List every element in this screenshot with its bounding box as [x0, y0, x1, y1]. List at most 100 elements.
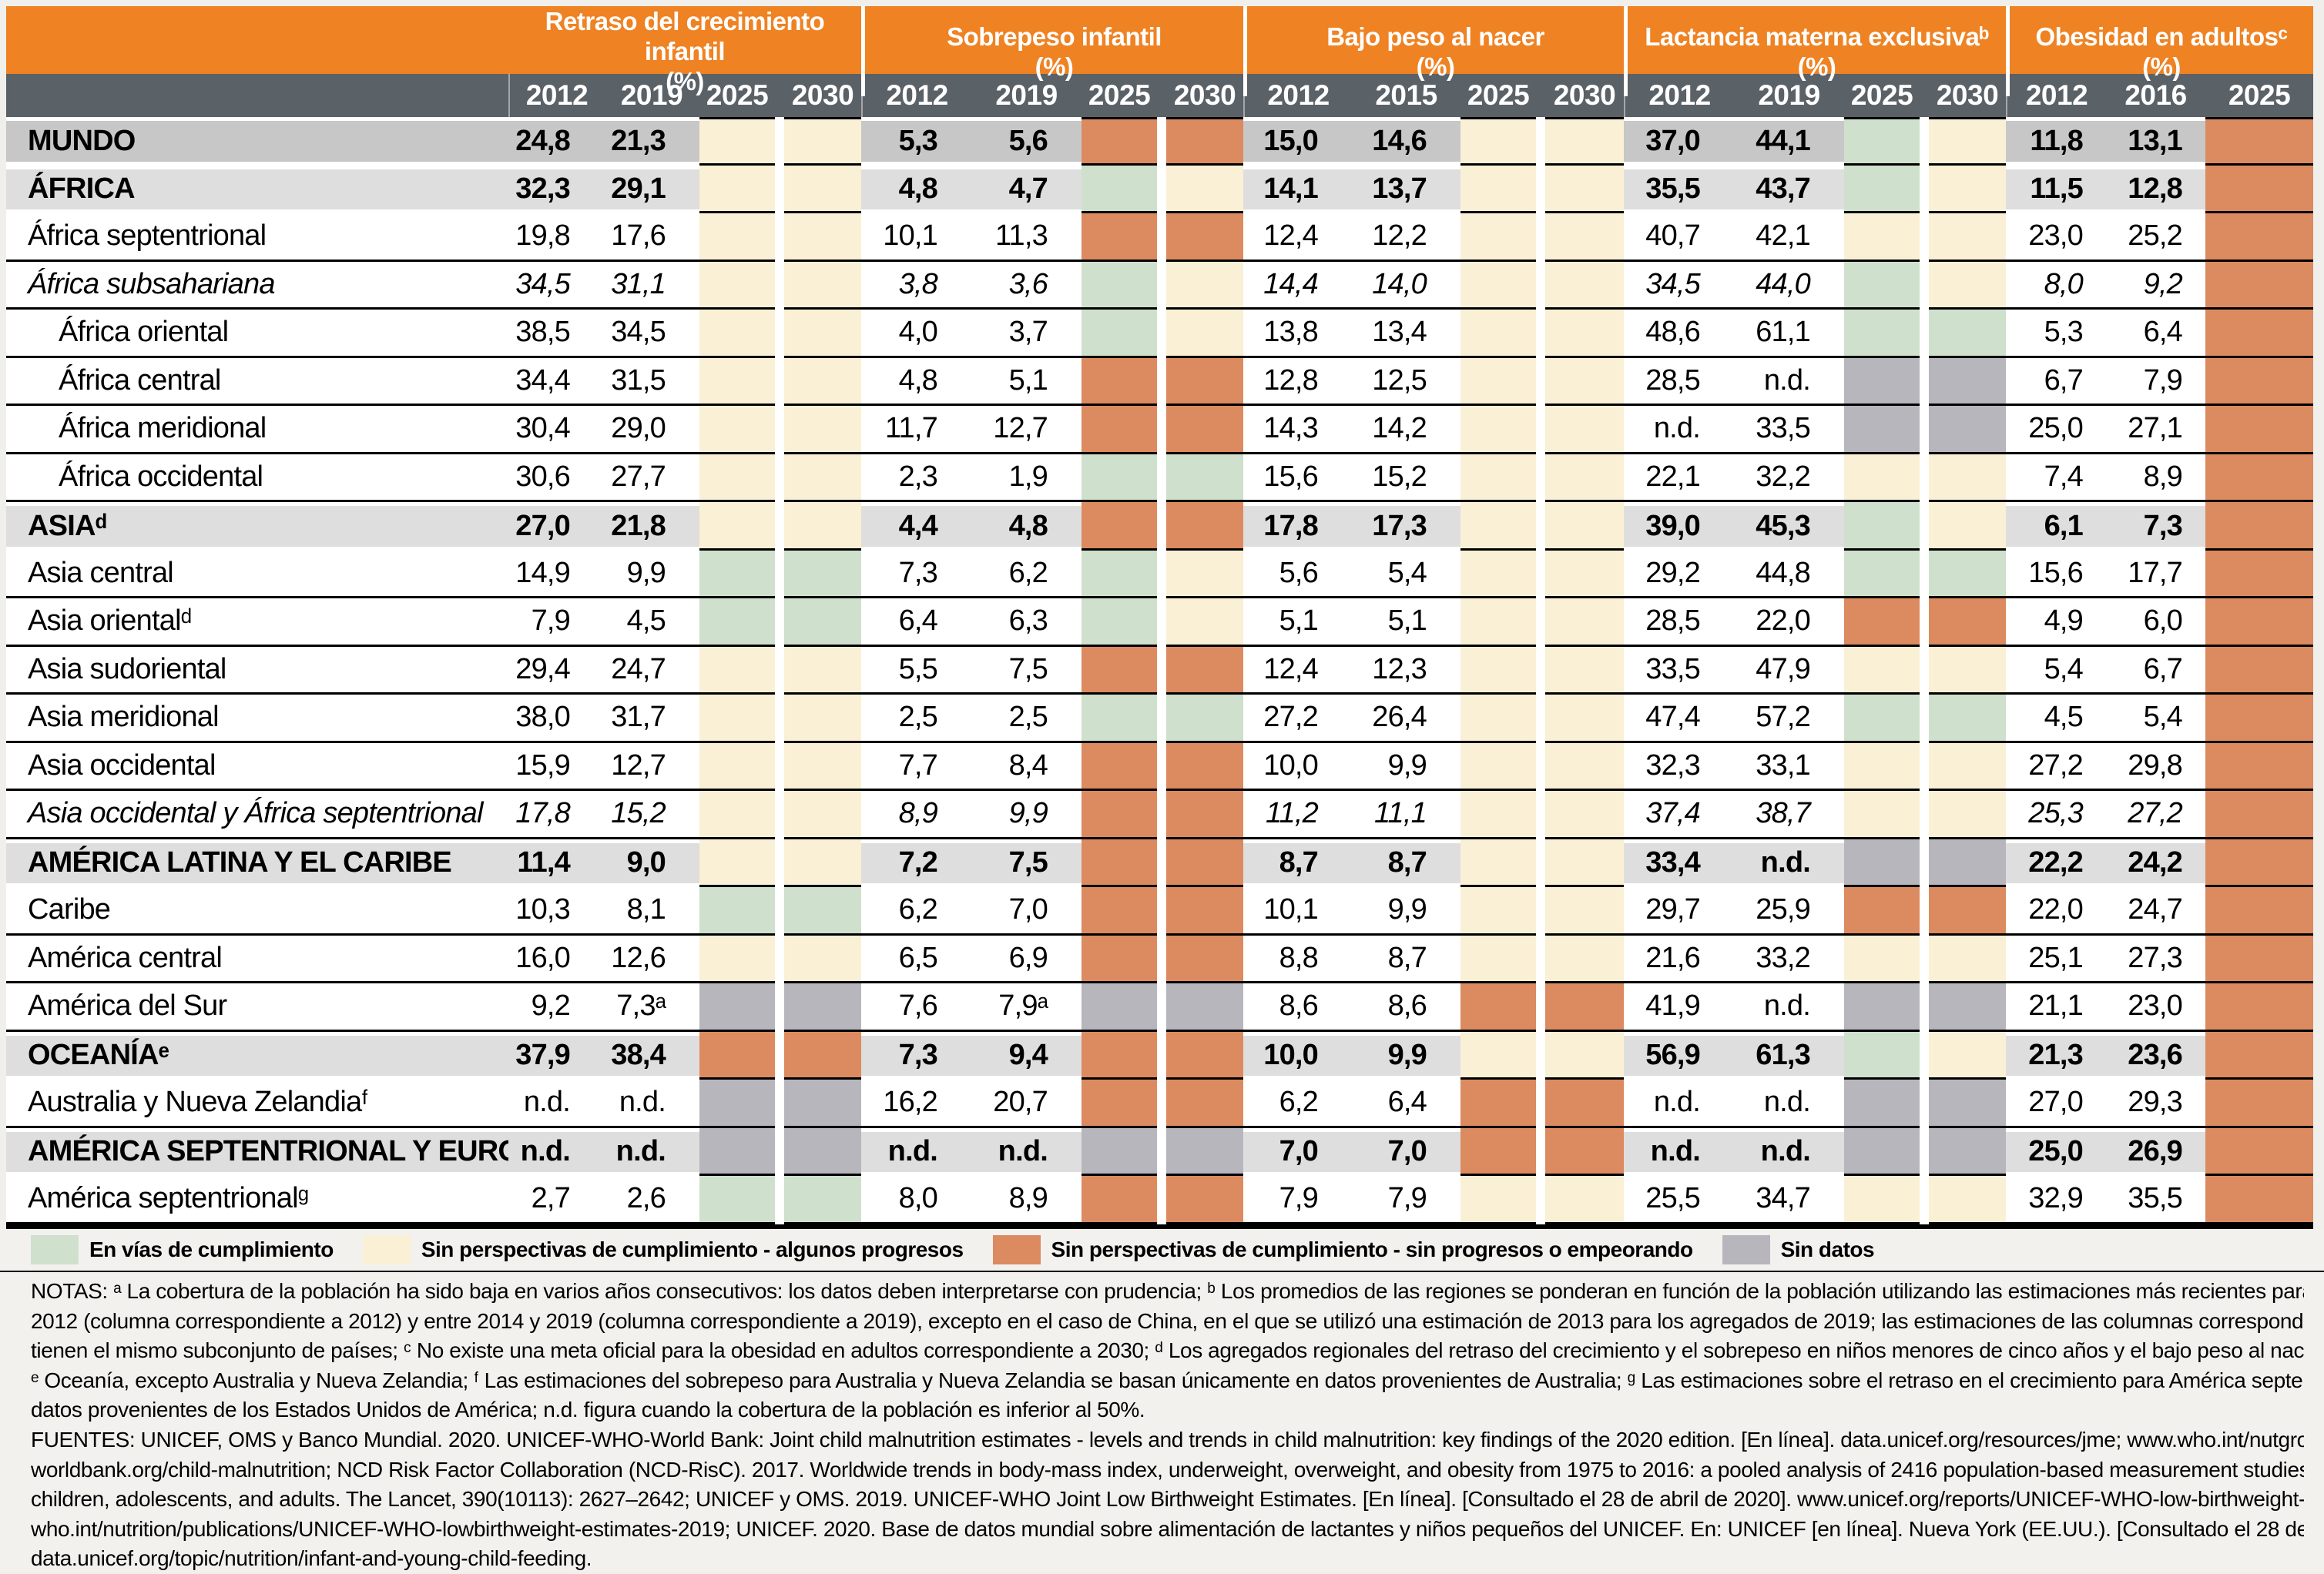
value-cell: n.d.: [604, 1127, 699, 1176]
value-cell: n.d.: [1624, 406, 1734, 454]
status-cell-cream: [699, 742, 775, 791]
status-cell-orange: [1082, 1031, 1157, 1080]
value-cell: 6,7: [2106, 647, 2205, 695]
status-cell-cream: [1460, 887, 1536, 936]
value-cell: 34,5: [604, 310, 699, 358]
value-cell: 15,2: [604, 791, 699, 839]
value-cell: 6,1: [2006, 502, 2106, 551]
value-cell: 12,8: [2106, 165, 2205, 213]
value-cell: 11,8: [2006, 117, 2106, 166]
value-cell: 15,6: [1243, 454, 1352, 502]
value-cell: 33,1: [1734, 743, 1844, 791]
value-cell: 27,2: [2106, 791, 2205, 839]
status-cell-gray: [1844, 1080, 1920, 1128]
value-cell: 7,2: [861, 839, 971, 887]
value-cell: 6,2: [971, 551, 1082, 598]
year-gutter: [775, 74, 784, 117]
status-cell-cream: [1844, 742, 1920, 791]
value-cell: 8,7: [1243, 839, 1352, 887]
value-cell: 6,2: [861, 887, 971, 936]
value-cell: 8,1: [604, 887, 699, 936]
status-cell-cream: [1545, 502, 1624, 551]
status-cell-green: [1166, 695, 1243, 743]
value-cell: 7,4: [2006, 454, 2106, 502]
status-cell-orange: [1082, 887, 1157, 936]
value-cell: 38,7: [1734, 791, 1844, 839]
value-cell: 25,5: [1624, 1176, 1734, 1224]
status-cell-orange: [1844, 598, 1920, 647]
region-name: Asia occidental y África septentrional: [6, 791, 508, 839]
status-cell-gray: [1082, 1127, 1157, 1176]
value-cell: 39,0: [1624, 502, 1734, 551]
value-cell: 35,5: [2106, 1176, 2205, 1224]
orange-swatch-icon: [992, 1235, 1041, 1264]
value-cell: 24,8: [508, 117, 604, 166]
status-cell-cream: [1460, 117, 1536, 166]
status-cell-cream: [1460, 550, 1536, 598]
value-cell: 21,3: [604, 117, 699, 166]
status-cell-cream: [1460, 791, 1536, 839]
region-name: América del Sur: [6, 983, 508, 1032]
value-cell: 10,0: [1243, 743, 1352, 791]
column-gutter: [775, 695, 784, 743]
value-cell: 37,0: [1624, 117, 1734, 166]
value-cell: n.d.: [1734, 1127, 1844, 1176]
note-line: worldbank.org/child-malnutrition; NCD Ri…: [31, 1457, 2304, 1482]
value-cell: 7,0: [971, 887, 1082, 936]
value-cell: 7,6: [861, 983, 971, 1032]
table-row: África occidental 30,6 27,7 2,3 1,9 15,6 15,2 2…: [6, 454, 2313, 502]
legend-item-some-progress: Sin perspectivas de cumplimiento - algun…: [362, 1235, 964, 1264]
value-cell: 1,9: [971, 454, 1082, 502]
value-cell: 11,3: [971, 213, 1082, 262]
column-gutter: [775, 839, 784, 887]
value-cell: 5,4: [2106, 695, 2205, 743]
status-cell-cream: [1929, 165, 2006, 213]
status-cell-orange: [784, 1031, 861, 1080]
status-cell-orange: [1166, 839, 1243, 887]
value-cell: 29,1: [604, 165, 699, 213]
status-cell-cream: [784, 839, 861, 887]
status-cell-cream: [1545, 598, 1624, 647]
status-cell-cream: [699, 261, 775, 310]
column-gutter: [1157, 261, 1166, 310]
status-cell-cream: [784, 646, 861, 695]
legend-label: Sin perspectivas de cumplimiento - sin p…: [1051, 1237, 1694, 1261]
table-row: África oriental 38,5 34,5 4,0 3,7 13,8 13,4 48,…: [6, 310, 2313, 358]
column-gutter: [1920, 357, 1929, 406]
value-cell: 8,9: [971, 1176, 1082, 1224]
status-cell-cream: [1929, 454, 2006, 502]
legend-label: Sin perspectivas de cumplimiento - algun…: [421, 1237, 964, 1261]
column-gutter: [775, 502, 784, 551]
status-cell-orange: [1082, 357, 1157, 406]
region-name: MUNDO: [6, 117, 508, 166]
status-cell-cream: [1545, 1031, 1624, 1080]
column-group-low-birthweight: Bajo peso al nacer (%): [1243, 6, 1624, 96]
column-gutter: [1157, 357, 1166, 406]
status-cell-cream: [1545, 742, 1624, 791]
value-cell: 8,0: [2006, 262, 2106, 310]
value-cell: 35,5: [1624, 165, 1734, 213]
status-cell-orange: [1545, 983, 1624, 1032]
status-cell-gray: [1166, 1127, 1243, 1176]
value-cell: 8,8: [1243, 936, 1352, 983]
region-name: África meridional: [6, 406, 508, 454]
status-cell-cream: [1460, 213, 1536, 262]
value-cell: 34,5: [508, 262, 604, 310]
column-gutter: [1157, 165, 1166, 213]
value-cell: 30,4: [508, 406, 604, 454]
region-name: Australia y Nueva Zelandiaᶠ: [6, 1080, 508, 1128]
status-cell-cream: [784, 742, 861, 791]
column-gutter: [1920, 695, 1929, 743]
value-cell: 7,0: [1352, 1127, 1460, 1176]
column-gutter: [1536, 502, 1545, 551]
year-label: 2012: [508, 74, 604, 117]
column-group-unit: (%): [1416, 52, 1455, 81]
value-cell: 22,2: [2006, 839, 2106, 887]
value-cell: 6,3: [971, 598, 1082, 647]
status-cell-cream: [1929, 502, 2006, 551]
region-name: África occidental: [6, 454, 508, 502]
status-cell-orange: [1166, 406, 1243, 454]
value-cell: 3,6: [971, 262, 1082, 310]
status-cell-green: [784, 550, 861, 598]
column-gutter: [1157, 935, 1166, 983]
